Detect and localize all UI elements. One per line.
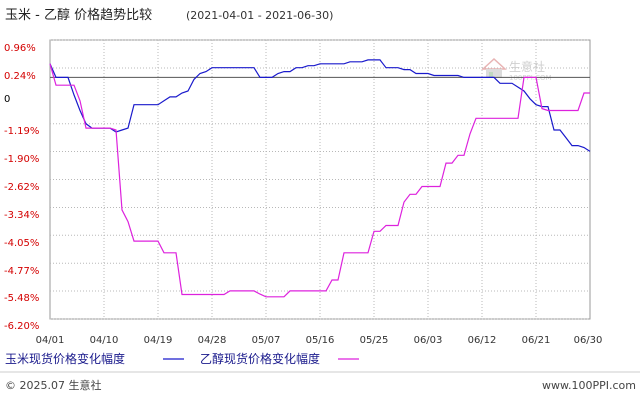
y-tick-label: -2.62% <box>4 182 39 193</box>
x-tick-label: 06/21 <box>522 335 551 346</box>
y-tick-label: -5.48% <box>4 293 39 304</box>
chart-date-range: (2021-04-01 - 2021-06-30) <box>186 9 333 22</box>
x-tick-label: 04/10 <box>90 335 119 346</box>
y-tick-label: -4.77% <box>4 266 39 277</box>
chart-title: 玉米 - 乙醇 价格趋势比较 <box>5 7 152 23</box>
y-axis: 0.96% 0.24% 0 -1.19% -1.90% -2.62% -3.34… <box>4 43 39 332</box>
x-tick-label: 06/12 <box>468 335 497 346</box>
footer-copyright: © 2025.07 生意社 <box>5 378 101 392</box>
series-line-corn <box>49 59 591 152</box>
x-tick-label: 05/07 <box>252 335 281 346</box>
y-tick-label: -1.19% <box>4 126 39 137</box>
x-tick-label: 04/28 <box>198 335 227 346</box>
y-tick-label: 0.96% <box>4 43 36 54</box>
x-tick-label: 06/03 <box>414 335 443 346</box>
x-axis: 04/01 04/10 04/19 04/28 05/07 05/16 05/2… <box>36 335 603 346</box>
x-tick-label: 05/25 <box>360 335 389 346</box>
y-tick-label: 0.24% <box>4 71 36 82</box>
y-tick-label: 0 <box>4 94 10 105</box>
y-tick-label: -6.20% <box>4 321 39 332</box>
y-tick-label: -4.05% <box>4 238 39 249</box>
x-tick-label: 04/01 <box>36 335 65 346</box>
legend: 玉米现货价格变化幅度 乙醇现货价格变化幅度 <box>5 351 359 366</box>
legend-label-corn: 玉米现货价格变化幅度 <box>5 351 125 366</box>
series-line-ethanol <box>49 63 590 298</box>
y-tick-label: -1.90% <box>4 154 39 165</box>
footer-site-link[interactable]: www.100PPI.com <box>542 379 636 392</box>
x-tick-label: 06/30 <box>574 335 603 346</box>
house-logo-icon <box>481 57 507 78</box>
x-tick-label: 04/19 <box>144 335 173 346</box>
watermark-brand: 生意社 <box>509 59 545 74</box>
legend-label-ethanol: 乙醇现货价格变化幅度 <box>200 351 320 366</box>
y-tick-label: -3.34% <box>4 210 39 221</box>
x-tick-label: 05/16 <box>306 335 335 346</box>
